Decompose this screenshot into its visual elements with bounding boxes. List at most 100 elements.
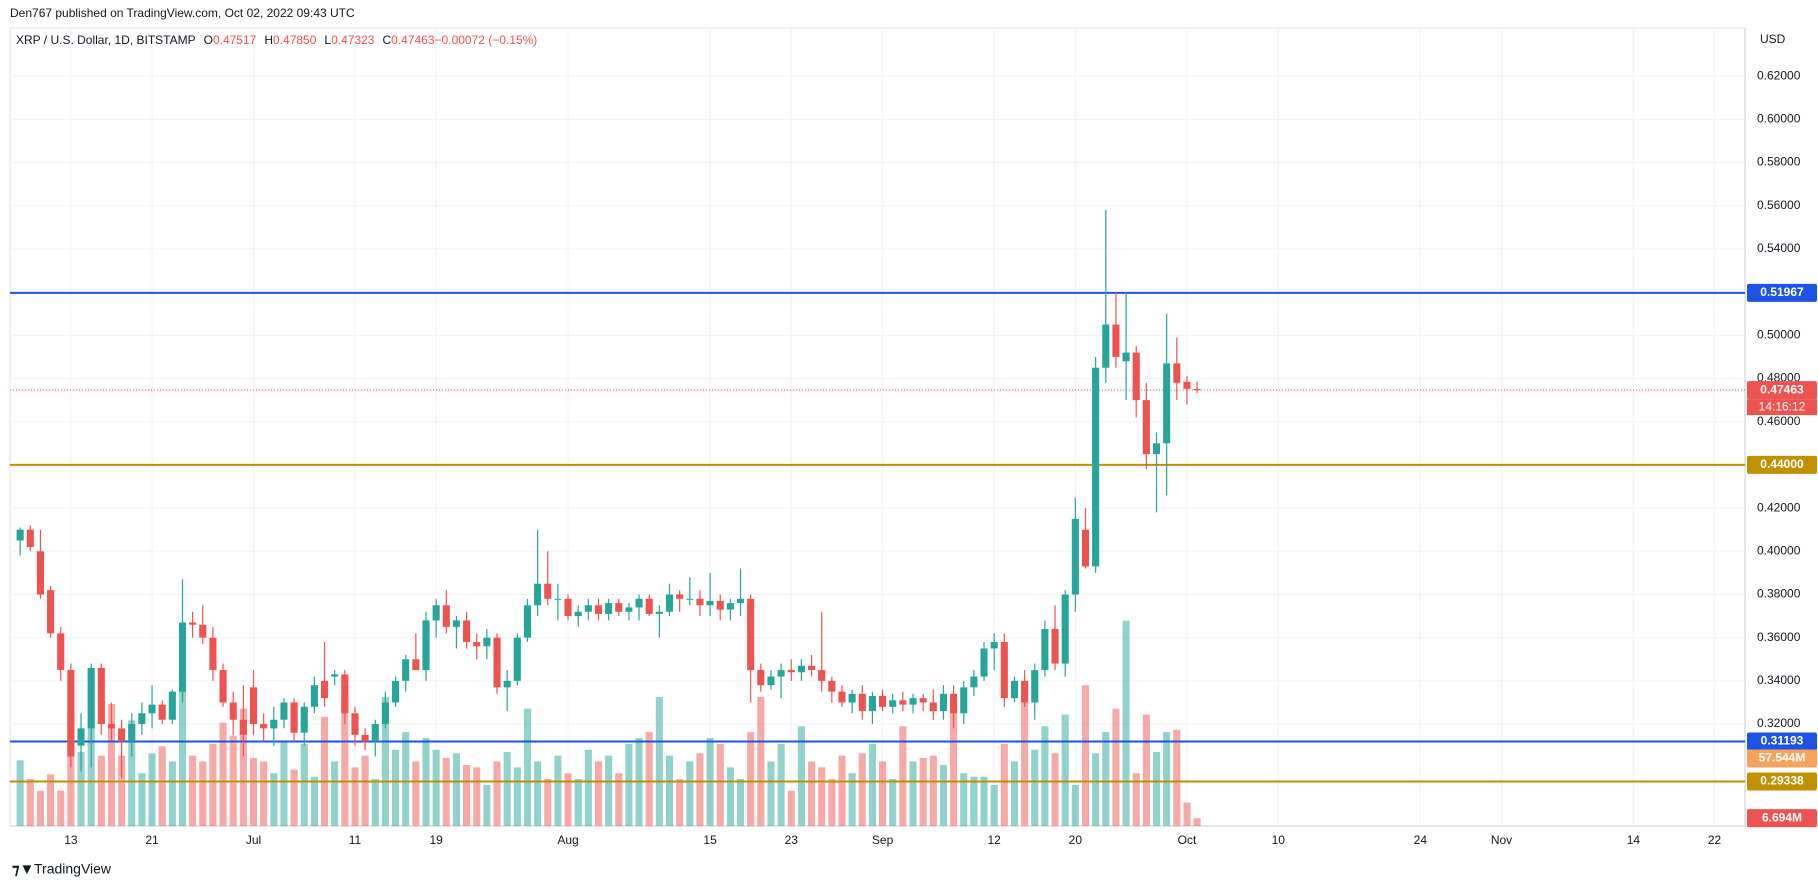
candle-body — [990, 641, 998, 649]
candle-body — [716, 600, 724, 610]
volume-bar — [239, 708, 247, 826]
volume-bar — [696, 753, 704, 826]
x-tick-label: Aug — [557, 833, 578, 847]
volume-bar — [1051, 753, 1059, 826]
x-tick-label: Sep — [872, 833, 894, 847]
candle-body — [168, 691, 176, 720]
y-tick-label: 0.58000 — [1757, 155, 1801, 169]
volume-bar — [584, 749, 592, 826]
candle-body — [239, 719, 247, 735]
candle-body — [412, 659, 420, 671]
y-tick-label: 0.54000 — [1757, 241, 1801, 255]
volume-bar — [554, 755, 562, 826]
level-label-bg — [1747, 455, 1817, 474]
currency-label: USD — [1760, 32, 1786, 46]
candle-body — [747, 598, 755, 671]
levels — [10, 291, 1745, 783]
volume-bar — [26, 779, 34, 826]
volume-bar — [1031, 749, 1039, 826]
candle-body — [523, 605, 532, 638]
candle-body — [199, 624, 207, 638]
volume-bar — [219, 722, 227, 826]
footer-logo: ⁊▼ TradingView — [12, 861, 112, 878]
volume-bar — [290, 769, 298, 826]
volume-bar — [716, 743, 724, 826]
volume-bar — [300, 743, 308, 826]
volume-bar — [1041, 726, 1049, 826]
x-tick-label: 19 — [429, 833, 443, 847]
volume-bar — [503, 752, 511, 826]
volume-label: 6.694M — [1762, 810, 1802, 824]
ohlc-value: 0.47463 — [391, 33, 435, 47]
candle-body — [889, 700, 897, 707]
candle-body — [260, 724, 268, 729]
x-tick-label: 10 — [1272, 833, 1286, 847]
volume-bar — [371, 779, 379, 826]
volume-label-bg — [1747, 809, 1817, 828]
volume-bar — [960, 773, 968, 826]
volume-bar — [767, 761, 775, 826]
last-price-label-bg — [1747, 381, 1817, 400]
y-tick-label: 0.40000 — [1757, 543, 1801, 557]
candle-body — [1132, 352, 1140, 401]
candle-body — [1031, 670, 1039, 703]
candle-body — [807, 665, 816, 671]
volume-bar — [544, 779, 552, 826]
candle-body — [26, 529, 34, 547]
volume-bar — [381, 696, 389, 826]
candle-body — [848, 693, 856, 703]
candle-body — [615, 603, 623, 612]
candle-body — [645, 598, 653, 614]
candle-body — [655, 611, 663, 614]
candle-body — [899, 700, 907, 705]
last-price-label: 0.47463 — [1760, 382, 1804, 396]
volume-bar — [1102, 732, 1110, 826]
candle-body — [1102, 324, 1110, 368]
level-label-bg — [1747, 283, 1817, 302]
candle-body — [574, 611, 582, 617]
ohlc-key: L — [324, 33, 331, 47]
candle-body — [320, 680, 329, 699]
candle-body — [47, 590, 55, 634]
y-tick-label: 0.36000 — [1757, 630, 1801, 644]
candle-body — [676, 594, 684, 599]
volume-bar — [919, 757, 927, 826]
x-tick-label: 15 — [703, 833, 717, 847]
candle-body — [473, 641, 481, 647]
candle-body — [858, 693, 866, 712]
volume-bar — [341, 696, 349, 826]
volume-bar — [432, 749, 440, 826]
candle-body — [493, 637, 501, 688]
volume-bar — [909, 761, 917, 826]
level-label: 0.44000 — [1760, 457, 1804, 471]
volume-bar — [605, 755, 613, 826]
candle-body — [1071, 518, 1079, 595]
volume-bar — [1142, 714, 1150, 826]
volume-bar — [138, 773, 146, 826]
candle-body — [665, 594, 674, 612]
candle-body — [554, 598, 562, 600]
volume-bar — [67, 710, 75, 826]
candle-body — [16, 529, 24, 541]
x-tick-label: 11 — [349, 833, 362, 847]
candle-body — [442, 605, 450, 627]
volume-bar — [615, 773, 623, 826]
ohlc-key: O — [204, 33, 213, 47]
volume-bar — [676, 779, 684, 826]
x-tick-label: Jul — [246, 833, 261, 847]
volume-bar — [1112, 708, 1120, 826]
candle-body — [584, 605, 592, 612]
volume-bar — [97, 755, 105, 826]
candle-body — [36, 551, 44, 595]
volume-bar — [1000, 743, 1008, 826]
candle-body — [828, 680, 836, 692]
volume-bar — [320, 716, 329, 826]
y-tick-label: 0.32000 — [1757, 716, 1801, 730]
volume-bar — [929, 755, 937, 826]
volume-bar — [747, 732, 755, 826]
y-tick-label: 0.42000 — [1757, 500, 1801, 514]
candle-body — [463, 620, 471, 642]
candle-body — [1061, 594, 1069, 664]
footer-text: TradingView — [34, 861, 112, 877]
